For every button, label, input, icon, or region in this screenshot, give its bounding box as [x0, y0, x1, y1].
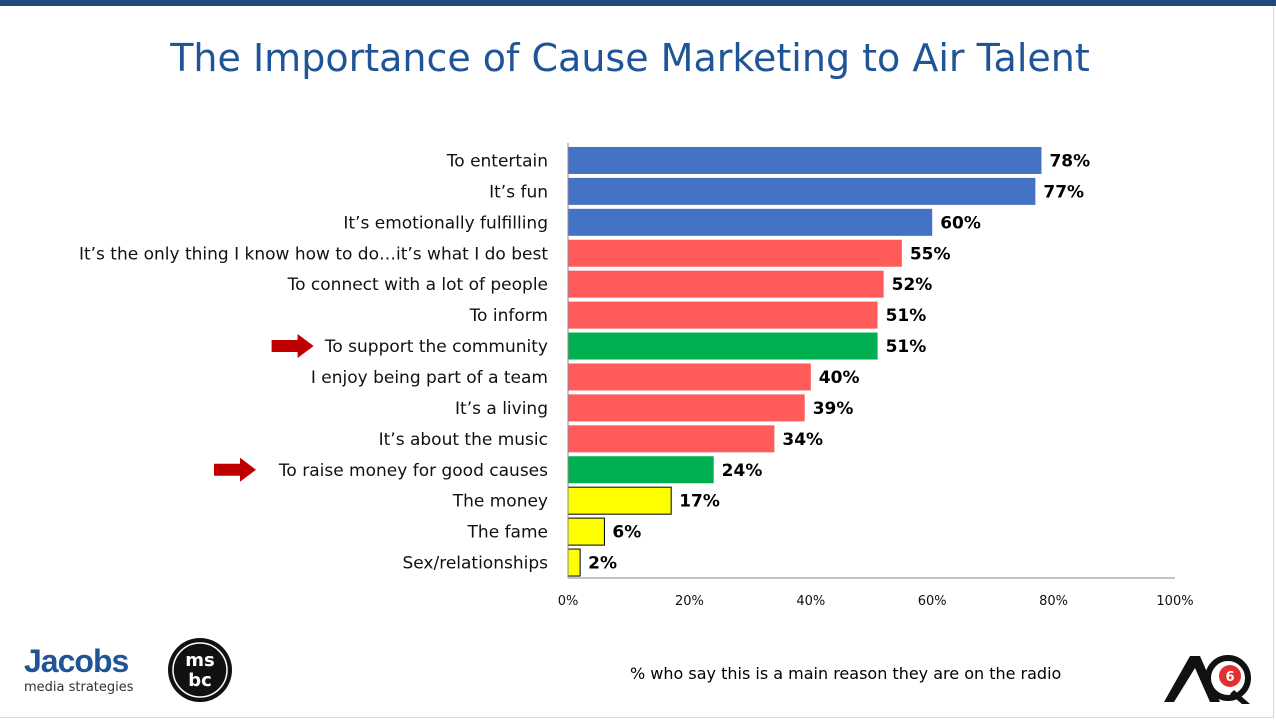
bar [568, 270, 884, 298]
red-arrow-icon [214, 457, 256, 482]
bar [568, 146, 1042, 174]
category-label: The fame [467, 523, 548, 543]
bar [568, 425, 775, 453]
svg-text:ms: ms [185, 650, 214, 671]
bar [568, 456, 714, 484]
data-label: 78% [1049, 151, 1090, 171]
category-label: It’s fun [489, 182, 548, 202]
msbc-logo: ms bc [168, 638, 232, 702]
data-label: 51% [886, 306, 927, 326]
top-rule [0, 0, 1276, 6]
x-tick-label: 80% [1039, 594, 1068, 609]
svg-text:bc: bc [188, 670, 212, 691]
aq-logo: 6 [1164, 655, 1251, 704]
data-label: 17% [679, 492, 720, 512]
bar [567, 517, 605, 546]
data-label: 24% [722, 461, 763, 481]
data-label: 52% [892, 275, 933, 295]
bar [568, 208, 933, 236]
category-label: It’s a living [455, 399, 548, 419]
category-label: To raise money for good causes [278, 461, 548, 481]
category-label: Sex/relationships [402, 554, 548, 574]
data-label: 55% [910, 244, 951, 264]
category-label: To connect with a lot of people [287, 275, 548, 295]
data-label: 2% [588, 554, 617, 574]
data-label: 34% [782, 430, 823, 450]
x-tick-label: 60% [918, 594, 947, 609]
category-label: It’s emotionally fulfilling [343, 213, 548, 233]
slide-frame [0, 6, 1274, 718]
x-tick-label: 0% [558, 594, 579, 609]
bar [568, 177, 1036, 205]
jacobs-logo-subtitle: media strategies [24, 680, 134, 695]
category-label: The money [452, 492, 548, 512]
category-label: To entertain [446, 151, 548, 171]
category-label: I enjoy being part of a team [311, 368, 548, 388]
slide-title: The Importance of Cause Marketing to Air… [170, 36, 1090, 80]
data-label: 60% [940, 213, 981, 233]
bar [567, 486, 672, 515]
bar [568, 363, 811, 391]
bar [567, 548, 581, 577]
category-label: It’s the only thing I know how to do…it’… [79, 244, 548, 264]
x-tick-label: 20% [675, 594, 704, 609]
jacobs-logo: Jacobs media strategies [24, 644, 134, 695]
category-label: To inform [469, 306, 548, 326]
svg-text:6: 6 [1225, 670, 1234, 685]
bar [568, 301, 878, 329]
red-arrow-icon [271, 334, 314, 359]
data-label: 77% [1043, 182, 1084, 202]
bar [568, 239, 902, 267]
category-label: It’s about the music [379, 430, 548, 450]
category-label: To support the community [324, 337, 548, 357]
data-label: 6% [612, 523, 641, 543]
data-label: 39% [813, 399, 854, 419]
chart-footnote: % who say this is a main reason they are… [630, 664, 1062, 683]
bar [568, 394, 805, 422]
data-label: 51% [886, 337, 927, 357]
data-label: 40% [819, 368, 860, 388]
bar [568, 332, 878, 360]
x-tick-label: 40% [796, 594, 825, 609]
jacobs-logo-word: Jacobs [24, 643, 129, 679]
x-tick-label: 100% [1156, 594, 1193, 609]
